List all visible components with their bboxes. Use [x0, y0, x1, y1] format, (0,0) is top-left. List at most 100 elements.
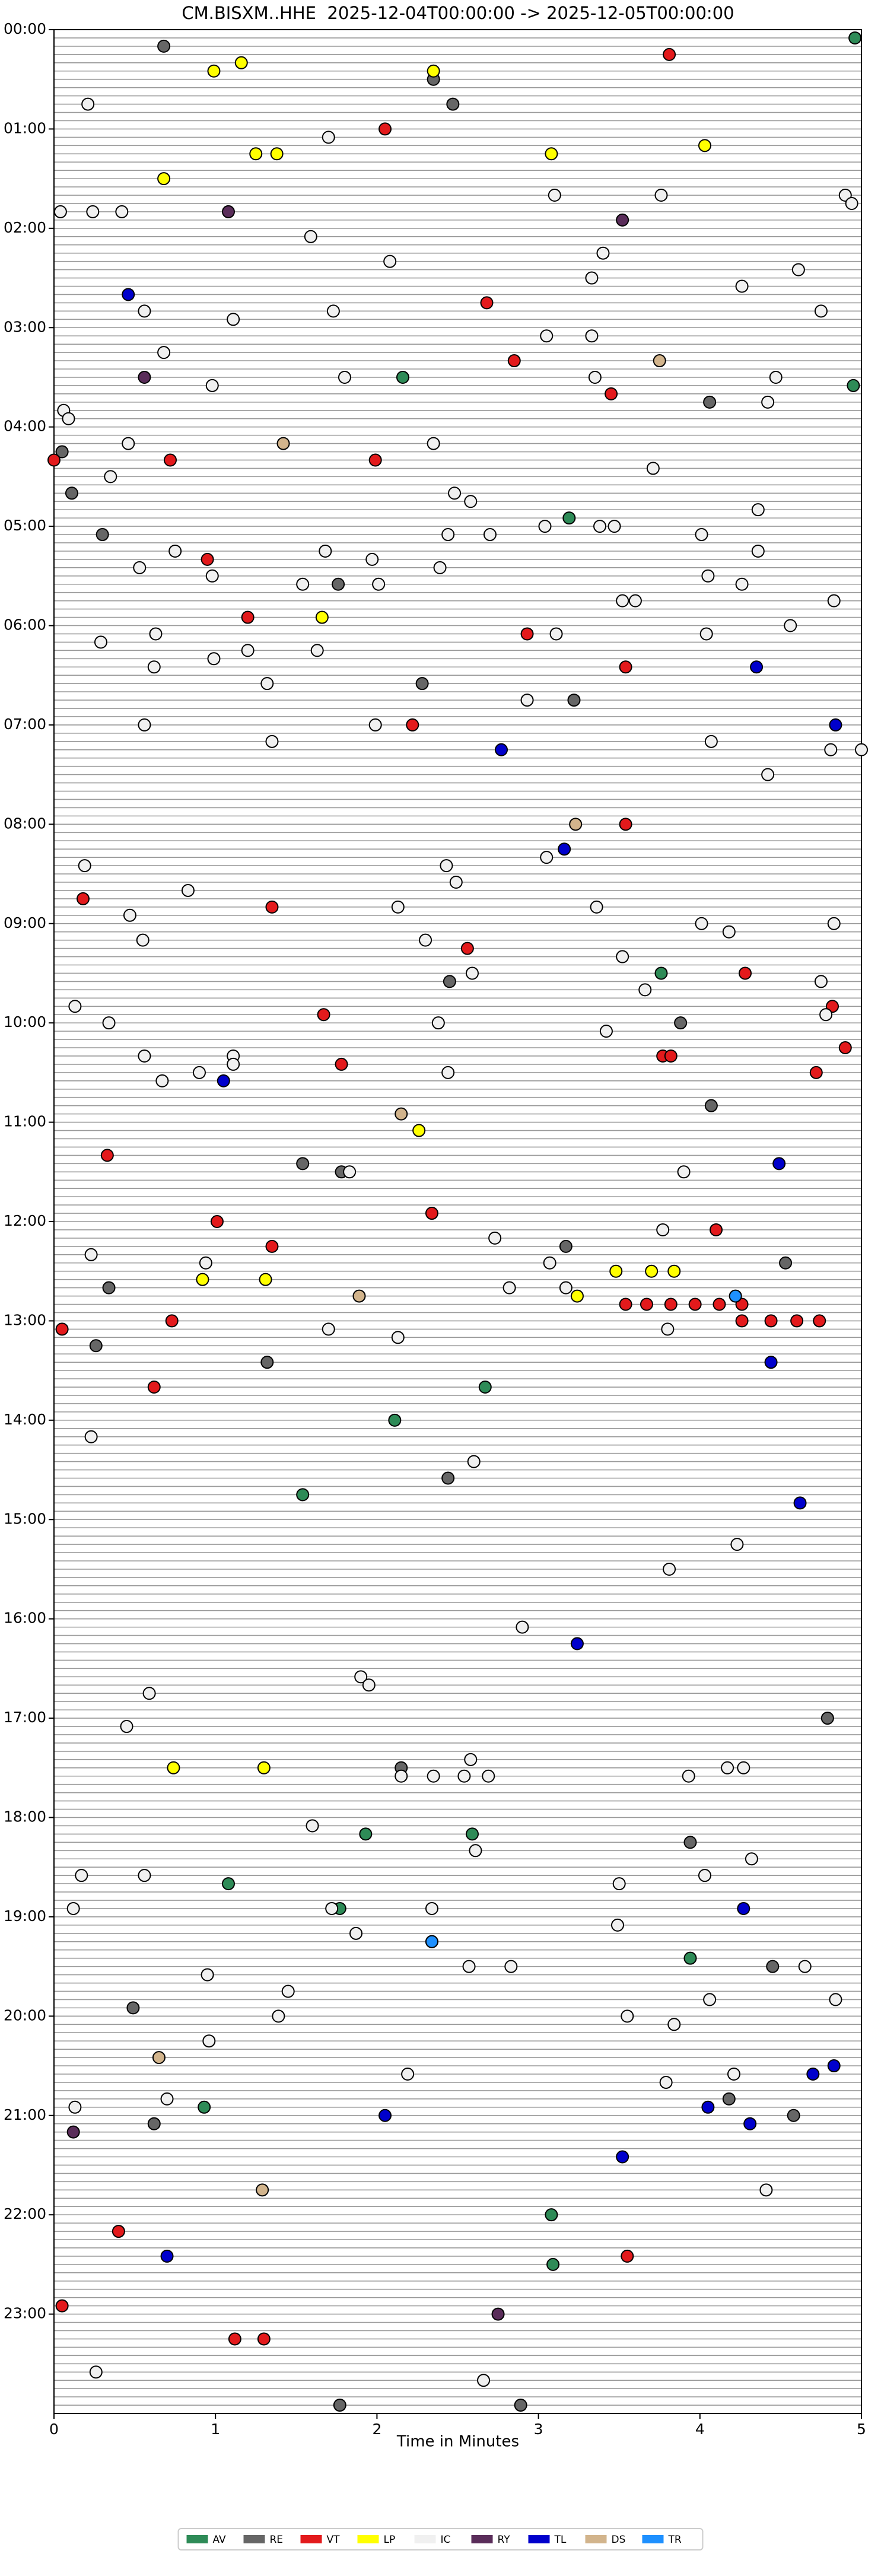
- event-marker: [160, 2249, 174, 2263]
- event-marker: [735, 1314, 749, 1328]
- series-ry: [66, 205, 629, 2321]
- event-marker: [443, 975, 456, 988]
- event-marker: [538, 520, 552, 533]
- event-marker: [645, 1264, 659, 1278]
- event-marker: [619, 818, 632, 831]
- event-marker: [68, 2100, 82, 2114]
- event-marker: [761, 768, 775, 781]
- event-marker: [304, 230, 317, 243]
- event-marker: [590, 900, 603, 914]
- event-marker: [241, 644, 255, 657]
- event-marker: [391, 900, 405, 914]
- event-marker: [698, 139, 711, 152]
- event-marker: [160, 2092, 174, 2106]
- event-marker: [507, 354, 521, 368]
- event-marker: [168, 544, 182, 558]
- series-vt: [47, 47, 852, 2346]
- event-marker: [326, 304, 340, 318]
- event-marker: [827, 2059, 841, 2073]
- event-marker: [704, 734, 718, 748]
- event-marker: [813, 1314, 826, 1328]
- event-marker: [820, 1712, 834, 1725]
- event-marker: [325, 1901, 339, 1915]
- event-marker: [322, 1322, 335, 1336]
- event-marker: [520, 627, 534, 641]
- event-marker: [427, 1769, 440, 1783]
- event-marker: [425, 1207, 438, 1220]
- event-marker: [480, 296, 494, 310]
- legend-label: AV: [213, 2534, 227, 2546]
- event-marker: [306, 1819, 319, 1833]
- event-marker: [448, 486, 462, 500]
- event-marker: [599, 1025, 613, 1038]
- event-marker: [548, 189, 561, 202]
- event-marker: [540, 851, 554, 864]
- event-marker: [310, 644, 324, 657]
- event-marker: [396, 370, 409, 384]
- event-marker: [814, 304, 828, 318]
- event-marker: [259, 1273, 272, 1286]
- event-marker: [102, 1281, 116, 1295]
- event-marker: [199, 1256, 212, 1270]
- event-marker: [683, 1951, 697, 1965]
- event-marker: [784, 619, 797, 632]
- event-marker: [663, 1562, 676, 1576]
- event-marker: [96, 528, 109, 542]
- event-marker: [494, 743, 508, 756]
- event-marker: [766, 1960, 780, 1973]
- event-marker: [616, 213, 629, 227]
- event-marker: [750, 660, 764, 674]
- event-marker: [157, 346, 171, 360]
- event-marker: [315, 610, 329, 624]
- event-marker: [165, 1314, 179, 1328]
- event-marker: [847, 379, 860, 392]
- event-marker: [276, 437, 290, 450]
- event-marker: [401, 2067, 415, 2081]
- event-marker: [735, 279, 749, 293]
- event-marker: [609, 1264, 623, 1278]
- event-marker: [296, 1488, 310, 1502]
- y-tick-label: 20:00: [4, 2006, 46, 2024]
- event-marker: [612, 1877, 626, 1891]
- event-marker: [84, 1248, 98, 1261]
- legend-label: IC: [441, 2534, 451, 2546]
- event-marker: [138, 1049, 151, 1063]
- event-marker: [441, 1471, 455, 1485]
- event-marker: [388, 1413, 402, 1427]
- event-marker: [491, 2307, 505, 2321]
- event-marker: [126, 2001, 140, 2015]
- event-marker: [349, 1926, 363, 1940]
- event-marker: [441, 1066, 455, 1079]
- event-marker: [335, 1057, 348, 1071]
- event-marker: [628, 594, 642, 608]
- event-marker: [464, 1753, 478, 1766]
- event-marker: [104, 470, 117, 484]
- event-marker: [520, 694, 534, 707]
- legend-label: RE: [270, 2534, 284, 2546]
- event-marker: [619, 660, 632, 674]
- event-marker: [465, 1827, 479, 1841]
- event-marker: [338, 370, 351, 384]
- event-marker: [319, 544, 332, 558]
- event-marker: [265, 900, 279, 914]
- event-marker: [136, 933, 150, 947]
- event-marker: [661, 1322, 675, 1336]
- legend-label: RY: [498, 2534, 511, 2546]
- event-marker: [234, 56, 248, 69]
- event-marker: [654, 966, 668, 980]
- event-marker: [616, 594, 629, 608]
- event-marker: [667, 1264, 681, 1278]
- event-marker: [562, 511, 576, 525]
- x-tick-label: 3: [534, 2421, 543, 2438]
- event-marker: [260, 1356, 274, 1369]
- event-marker: [55, 1322, 69, 1336]
- event-marker: [210, 1215, 224, 1228]
- event-marker: [449, 875, 463, 889]
- event-marker: [368, 718, 382, 732]
- event-marker: [567, 694, 581, 707]
- event-marker: [241, 610, 255, 624]
- event-marker: [138, 370, 151, 384]
- event-marker: [147, 1381, 161, 1394]
- event-marker: [201, 1968, 214, 1982]
- event-marker: [704, 1099, 718, 1112]
